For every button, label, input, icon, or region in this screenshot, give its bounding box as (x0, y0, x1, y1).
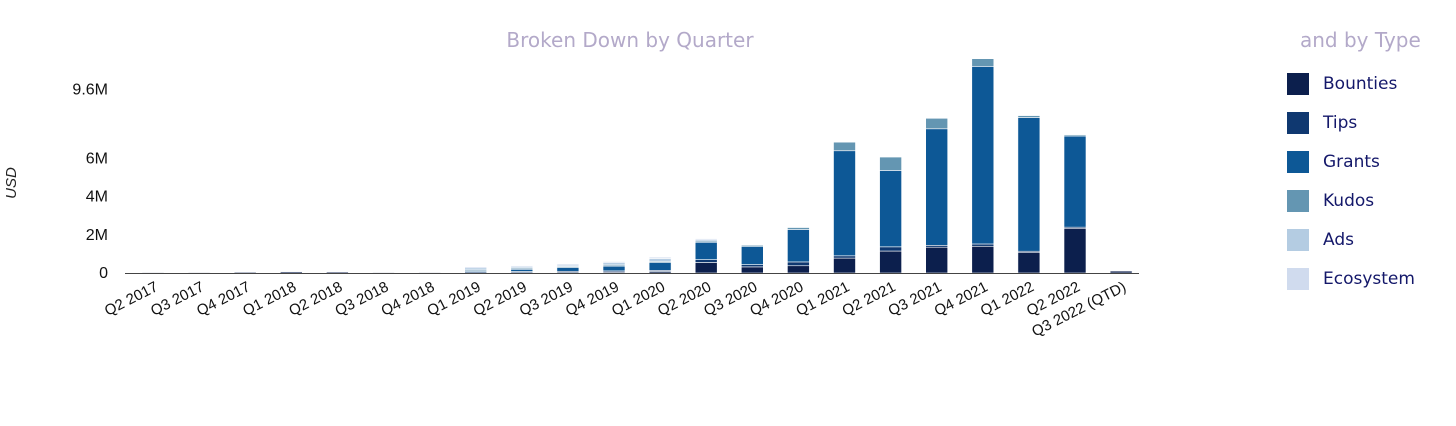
bar-segment-bounties (279, 271, 303, 274)
legend-item-kudos: Kudos (1287, 181, 1415, 220)
bar-segment-grants (971, 66, 995, 245)
bar-segment-ecosystem (510, 265, 534, 268)
chart-title: Broken Down by Quarter (506, 28, 754, 52)
bar-segment-grants (740, 245, 764, 265)
bar-segment-tips (787, 261, 810, 267)
bar-segment-grants (694, 241, 718, 260)
bar-segment-bounties (787, 265, 810, 274)
legend-label: Ecosystem (1323, 268, 1415, 289)
legend-item-bounties: Bounties (1287, 64, 1415, 103)
bar-segment-kudos (740, 245, 764, 247)
bar-segment-ecosystem (648, 256, 672, 259)
bar-segment-ecosystem (694, 238, 718, 241)
legend-label: Kudos (1323, 190, 1375, 211)
legend-label: Tips (1323, 112, 1358, 133)
bar-segment-grants (925, 128, 949, 246)
bar-segment-bounties (1109, 270, 1133, 274)
bar-segment-kudos (1017, 115, 1041, 118)
bar-segment-bounties (833, 257, 856, 274)
bar-segment-ecosystem (464, 266, 488, 269)
bar-segment-ecosystem (602, 261, 626, 264)
bar-segment-kudos (787, 227, 810, 230)
legend-label: Ads (1323, 229, 1354, 250)
bar-segment-ads (648, 258, 672, 262)
y-axis-label: USD (3, 167, 20, 199)
bar-segment-bounties (971, 245, 995, 274)
bar-segment-bounties (925, 246, 949, 274)
legend-swatch (1287, 228, 1309, 251)
bar-segment-grants (1017, 117, 1041, 252)
bar-segment-tips (740, 264, 764, 268)
bar-segment-bounties (740, 266, 764, 274)
legend-label: Bounties (1323, 73, 1398, 94)
legend-swatch (1287, 111, 1309, 134)
y-tick-label: 0 (99, 265, 108, 282)
legend-swatch (1287, 72, 1309, 95)
legend-item-tips: Tips (1287, 103, 1415, 142)
legend-swatch (1287, 189, 1309, 212)
legend-item-grants: Grants (1287, 142, 1415, 181)
bar-segment-bounties (694, 262, 718, 274)
legend-swatch (1287, 267, 1309, 290)
y-axis: 0 2M 4M 6M 9.6M (72, 82, 108, 282)
bar-segment-kudos (1063, 134, 1087, 137)
bar-segment-grants (879, 170, 902, 248)
legend-item-ecosystem: Ecosystem (1287, 259, 1415, 298)
bar-segment-grants (787, 229, 810, 263)
legend: Bounties Tips Grants Kudos Ads Ecosystem (1287, 64, 1415, 298)
bar-segment-grants (648, 261, 672, 271)
bar-segment-kudos (833, 141, 856, 152)
bar-segment-tips (879, 246, 902, 252)
bar-segment-tips (833, 255, 856, 259)
bar-segment-kudos (925, 117, 949, 130)
bar-segment-ecosystem (556, 263, 580, 266)
legend-item-ads: Ads (1287, 220, 1415, 259)
bar-segment-grants (1063, 135, 1087, 228)
legend-swatch (1287, 150, 1309, 173)
y-tick-label: 6M (86, 150, 108, 167)
bar-segment-bounties (879, 250, 902, 274)
bar-segment-kudos (971, 58, 995, 67)
legend-title: and by Type (1300, 28, 1421, 52)
y-tick-label: 4M (86, 189, 108, 206)
bar-segment-tips (694, 259, 718, 263)
bars (141, 58, 1133, 275)
legend-label: Grants (1323, 151, 1380, 172)
bar-segment-bounties (1063, 227, 1087, 274)
bar-segment-tips (971, 243, 995, 247)
bar-segment-kudos (879, 156, 902, 171)
bar-segment-grants (833, 150, 856, 257)
bar-segment-bounties (1017, 251, 1041, 274)
y-tick-label: 9.6M (72, 82, 108, 99)
y-tick-label: 2M (86, 227, 108, 244)
